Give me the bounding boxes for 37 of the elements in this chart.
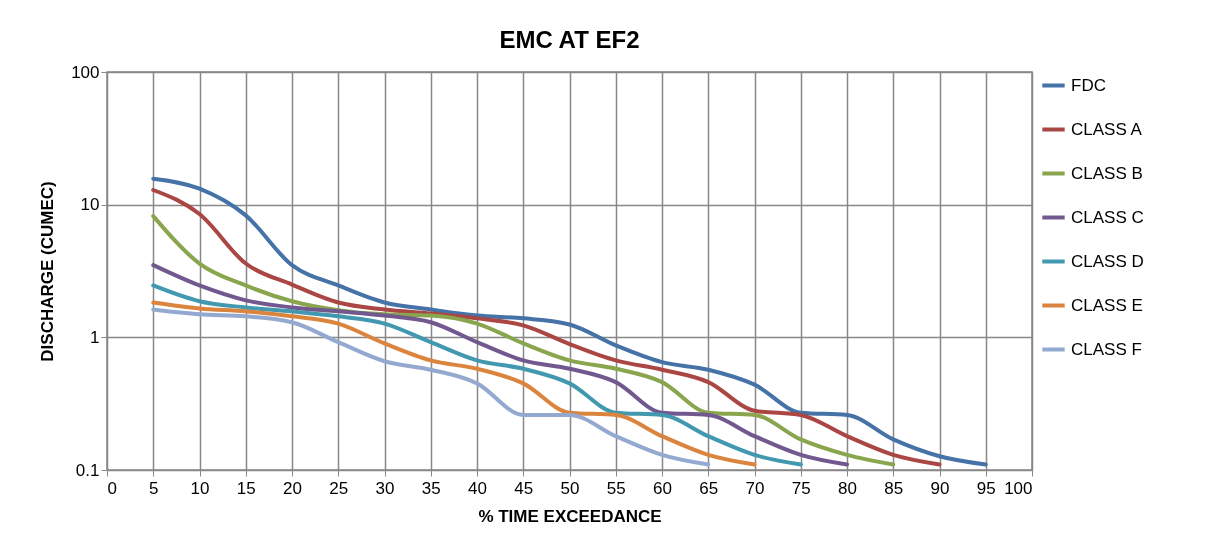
x-tick-label: 15 — [236, 478, 256, 498]
x-tick-label: 70 — [745, 478, 765, 498]
legend-label: CLASS E — [1071, 295, 1143, 315]
y-tick-label: 0.1 — [75, 460, 100, 480]
x-tick-label: 80 — [838, 478, 857, 498]
legend-label: CLASS A — [1071, 119, 1143, 139]
y-axis-title: DISCHARGE (CUMEC) — [38, 181, 58, 362]
y-tick-label: 10 — [80, 195, 100, 215]
x-tick-label: 85 — [884, 478, 904, 498]
x-tick-label: 100 — [1004, 478, 1033, 498]
x-tick-label: 95 — [976, 478, 996, 498]
y-tick-label: 100 — [71, 62, 100, 82]
legend-label: CLASS C — [1071, 207, 1144, 227]
line-series — [151, 283, 803, 467]
legend-label: CLASS D — [1071, 251, 1144, 271]
x-tick-label: 40 — [468, 478, 487, 498]
x-tick-label: 25 — [329, 478, 349, 498]
x-tick-label: 35 — [421, 478, 441, 498]
y-tick-label: 1 — [90, 327, 100, 347]
x-tick-label: 65 — [699, 478, 719, 498]
chart-title: EMC AT EF2 — [499, 26, 640, 53]
legend-label: FDC — [1071, 75, 1106, 95]
line-series — [151, 263, 849, 467]
x-tick-label: 5 — [149, 478, 159, 498]
x-tick-label: 30 — [375, 478, 395, 498]
x-tick-label: 60 — [653, 478, 672, 498]
legend-label: CLASS F — [1071, 339, 1142, 359]
x-tick-label: 20 — [283, 478, 302, 498]
legend-label: CLASS B — [1071, 163, 1143, 183]
x-tick-label: 75 — [791, 478, 811, 498]
x-tick-label: 45 — [514, 478, 534, 498]
x-tick-label: 90 — [930, 478, 950, 498]
x-axis-title: % TIME EXCEEDANCE — [478, 506, 662, 526]
x-tick-label: 55 — [606, 478, 626, 498]
x-tick-label: 0 — [107, 478, 117, 498]
x-tick-label: 50 — [560, 478, 580, 498]
x-tick-label: 10 — [190, 478, 210, 498]
